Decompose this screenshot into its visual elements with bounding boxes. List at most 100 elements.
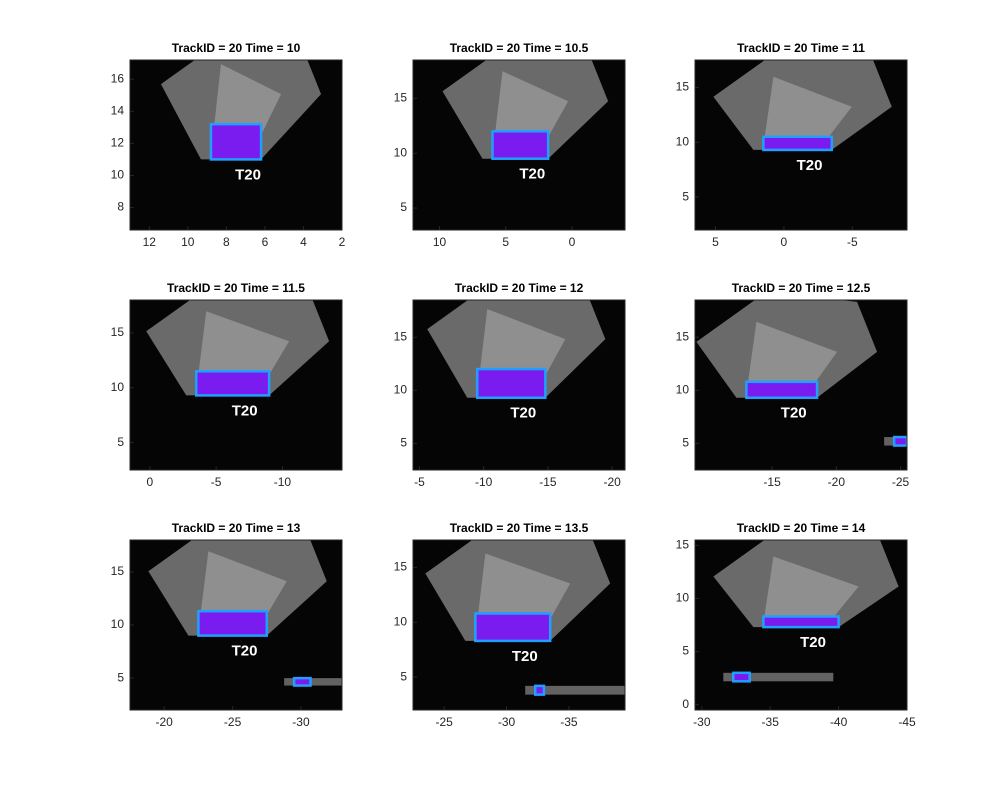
image-layer	[713, 540, 899, 683]
axes-frame	[129, 299, 343, 471]
x-tick-label: -15	[763, 475, 781, 489]
track-label: T20	[512, 648, 538, 665]
track-label: T20	[781, 405, 807, 422]
subplot-title: TrackID = 20 Time = 10.5	[450, 41, 589, 55]
subplot-title: TrackID = 20 Time = 13	[172, 521, 301, 535]
axes-frame	[412, 299, 626, 471]
x-tick-label: -25	[224, 715, 242, 729]
track-box	[762, 615, 840, 629]
x-tick-label: -35	[762, 715, 780, 729]
y-tick-label: 10	[394, 614, 408, 628]
x-tick-label: 0	[781, 235, 788, 249]
track-box	[762, 135, 834, 152]
x-tick-label: 6	[262, 235, 269, 249]
image-layer	[427, 300, 606, 399]
x-tick-label: -20	[828, 475, 846, 489]
sensor-return	[763, 76, 852, 146]
y-tick-label: 5	[117, 435, 124, 449]
x-tick-label: 12	[143, 235, 157, 249]
y-tick-label: 15	[111, 564, 125, 578]
track-label: T20	[232, 402, 258, 419]
track-label: T20	[800, 634, 826, 651]
axes-frame	[412, 59, 626, 231]
y-tick-label: 5	[400, 200, 407, 214]
track-box	[292, 676, 312, 687]
y-tick-label: 12	[111, 136, 125, 150]
subplot-title: TrackID = 20 Time = 10	[172, 41, 301, 55]
track-label: T20	[510, 405, 536, 422]
y-tick-label: 10	[394, 382, 408, 396]
y-tick-label: 15	[394, 329, 408, 343]
y-tick-label: 10	[111, 617, 125, 631]
track-box	[209, 122, 263, 161]
x-tick-label: 10	[181, 235, 195, 249]
image-layer	[425, 540, 625, 696]
y-tick-label: 5	[682, 644, 689, 658]
y-tick-label: 16	[111, 71, 125, 85]
x-tick-label: -30	[693, 715, 711, 729]
subplot-title: TrackID = 20 Time = 14	[737, 521, 866, 535]
x-tick-label: 0	[569, 235, 576, 249]
axes-frame	[412, 539, 626, 711]
track-label: T20	[232, 643, 258, 660]
y-tick-label: 10	[676, 134, 690, 148]
y-tick-label: 15	[111, 325, 125, 339]
image-layer	[146, 300, 330, 397]
sensor-return	[284, 678, 342, 686]
y-tick-label: 10	[676, 382, 690, 396]
y-tick-label: 10	[111, 380, 125, 394]
track-box	[474, 612, 552, 643]
x-tick-label: -30	[498, 715, 516, 729]
subplot-title: TrackID = 20 Time = 13.5	[450, 521, 589, 535]
y-tick-label: 15	[394, 560, 408, 574]
track-box	[197, 609, 269, 637]
y-tick-label: 15	[676, 537, 690, 551]
track-label: T20	[797, 157, 823, 174]
axes-frame	[129, 59, 343, 231]
x-tick-label: 8	[223, 235, 230, 249]
y-tick-label: 15	[676, 80, 690, 94]
x-tick-label: -15	[539, 475, 557, 489]
x-tick-label: 5	[502, 235, 509, 249]
x-tick-label: -5	[847, 235, 858, 249]
track-box	[892, 435, 907, 447]
track-label: T20	[235, 166, 261, 183]
x-tick-label: -25	[436, 715, 454, 729]
x-tick-label: -20	[156, 715, 174, 729]
image-layer	[148, 540, 342, 687]
track-box	[195, 370, 271, 397]
axes-frame	[694, 299, 908, 471]
subplot-title: TrackID = 20 Time = 11.5	[167, 281, 305, 295]
track-box	[732, 671, 751, 683]
x-tick-label: -45	[898, 715, 916, 729]
y-tick-label: 15	[394, 91, 408, 105]
image-layer	[160, 60, 322, 161]
y-tick-label: 5	[682, 436, 689, 450]
y-tick-label: 14	[111, 103, 125, 117]
subplot-title: TrackID = 20 Time = 12.5	[732, 281, 871, 295]
y-tick-label: 5	[682, 189, 689, 203]
x-tick-label: -40	[830, 715, 848, 729]
y-tick-label: 5	[117, 670, 124, 684]
y-tick-label: 8	[117, 200, 124, 214]
image-layer	[696, 300, 907, 447]
track-box	[491, 130, 550, 160]
x-tick-label: 2	[339, 235, 346, 249]
track-box	[745, 380, 819, 399]
x-tick-label: -20	[603, 475, 621, 489]
sensor-return	[525, 685, 625, 695]
image-layer	[713, 60, 892, 152]
y-tick-label: 5	[400, 669, 407, 683]
sensor-return	[746, 321, 838, 394]
x-tick-label: 10	[433, 235, 447, 249]
x-tick-label: -25	[892, 475, 910, 489]
x-tick-label: -5	[414, 475, 425, 489]
subplot-title: TrackID = 20 Time = 11	[737, 41, 865, 55]
track-box	[533, 684, 546, 696]
sensor-return	[763, 556, 859, 624]
axes-frame	[694, 59, 908, 231]
y-tick-label: 10	[111, 168, 125, 182]
image-layer	[442, 60, 609, 160]
x-tick-label: 4	[300, 235, 307, 249]
subplot-title: TrackID = 20 Time = 12	[455, 281, 584, 295]
